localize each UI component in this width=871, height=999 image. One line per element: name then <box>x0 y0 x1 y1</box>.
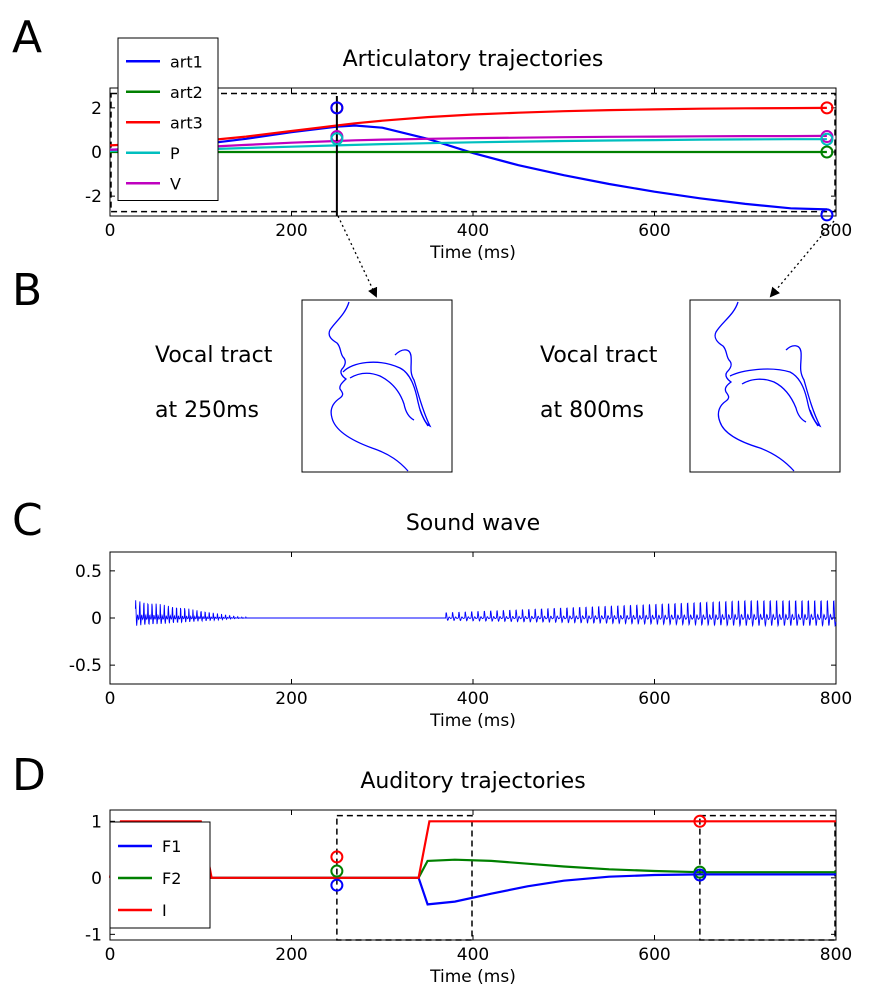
vocal-tract-right-line1: Vocal tract <box>540 343 658 368</box>
auditory-series-I <box>108 820 836 879</box>
articulatory-legend-label-V: V <box>170 174 181 193</box>
articulatory-xtick-label: 600 <box>638 221 670 241</box>
articulatory-series-P <box>109 138 827 152</box>
articulatory-legend-label-P: P <box>170 144 180 163</box>
auditory-marker-5 <box>693 868 707 882</box>
auditory-series-F1 <box>109 873 836 906</box>
panel-label-c: C <box>12 495 43 546</box>
sound-title: Sound wave <box>406 511 540 536</box>
articulatory-ytick-label: -2 <box>85 187 102 207</box>
articulatory-xtick-label: 800 <box>820 221 852 241</box>
auditory-marker-2 <box>330 878 344 892</box>
auditory-legend-label-I: I <box>162 901 167 920</box>
articulatory-legend-label-art1: art1 <box>170 52 203 71</box>
articulatory-legend-label-art3: art3 <box>170 113 203 132</box>
auditory-marker-1 <box>330 864 344 878</box>
articulatory-xtick-label: 200 <box>275 221 307 241</box>
auditory-legend <box>109 821 211 929</box>
arrow-to-250ms <box>337 215 378 298</box>
vocal-tract-right-tongue <box>729 368 819 427</box>
vocal-tract-left-line1: Vocal tract <box>155 343 273 368</box>
auditory-marker-0 <box>330 850 344 864</box>
auditory-ytick-label: -1 <box>85 925 102 945</box>
articulatory-legend <box>117 37 219 201</box>
panel-label-a: A <box>12 12 42 63</box>
sound-wave-series <box>134 599 837 628</box>
sound-ytick-label: -0.5 <box>69 656 102 676</box>
auditory-marker-3 <box>693 814 707 828</box>
auditory-xtick-label: 400 <box>457 945 489 965</box>
articulatory-marker-1 <box>330 101 344 115</box>
auditory-xtick-label: 800 <box>820 945 852 965</box>
auditory-legend-label-F2: F2 <box>162 869 181 888</box>
articulatory-marker-8 <box>820 208 834 222</box>
articulatory-series-art3 <box>109 106 827 147</box>
panel-label-d: D <box>12 750 46 801</box>
articulatory-marker-6 <box>820 132 834 146</box>
vocal-tract-right-velum <box>785 345 822 428</box>
vocal-tract-left-outline <box>328 301 409 472</box>
sound-xtick-label: 200 <box>275 689 307 709</box>
auditory-dashed-box-1 <box>699 814 836 941</box>
vocal-tract-left-velum <box>394 349 432 428</box>
auditory-title: Auditory trajectories <box>360 769 585 794</box>
vocal-tract-right-image <box>689 299 841 473</box>
articulatory-xtick-label: 0 <box>105 221 116 241</box>
arrow-to-800ms <box>769 220 835 298</box>
sound-xtick-label: 0 <box>105 689 116 709</box>
articulatory-marker-7 <box>820 145 834 159</box>
auditory-xtick-label: 600 <box>638 945 670 965</box>
vocal-tract-right-outline <box>714 301 795 472</box>
articulatory-legend-label-art2: art2 <box>170 83 203 102</box>
sound-xlabel: Time (ms) <box>429 711 516 731</box>
articulatory-series-V <box>109 134 827 151</box>
vocal-tract-left-inner <box>349 372 415 421</box>
auditory-ytick-label: 0 <box>91 869 102 889</box>
articulatory-title: Articulatory trajectories <box>343 47 604 72</box>
articulatory-ytick-label: 2 <box>91 99 102 119</box>
auditory-xtick-label: 200 <box>275 945 307 965</box>
articulatory-marker-3 <box>330 132 344 146</box>
vocal-tract-left-line2: at 250ms <box>155 398 259 423</box>
vocal-tract-left-image <box>301 299 453 473</box>
sound-xtick-label: 800 <box>820 689 852 709</box>
articulatory-marker-4 <box>820 101 834 115</box>
articulatory-chart: Articulatory trajectories 0 200 400 600 800 -2… <box>85 37 852 263</box>
auditory-xtick-label: 0 <box>105 945 116 965</box>
sound-ytick-label: 0 <box>91 609 102 629</box>
vocal-tract-right-line2: at 800ms <box>540 398 644 423</box>
auditory-legend-label-F1: F1 <box>162 837 181 856</box>
articulatory-xlabel: Time (ms) <box>429 243 516 263</box>
panel-label-b: B <box>12 265 42 316</box>
sound-xtick-label: 400 <box>457 689 489 709</box>
auditory-ytick-label: 1 <box>91 812 102 832</box>
articulatory-ytick-label: 0 <box>91 143 102 163</box>
sound-ytick-label: 0.5 <box>75 562 102 582</box>
sound-xtick-label: 600 <box>638 689 670 709</box>
auditory-xlabel: Time (ms) <box>429 967 516 987</box>
vocal-tract-left-tongue <box>342 361 429 427</box>
articulatory-xtick-label: 400 <box>457 221 489 241</box>
vocal-tract-right-inner <box>741 378 807 423</box>
